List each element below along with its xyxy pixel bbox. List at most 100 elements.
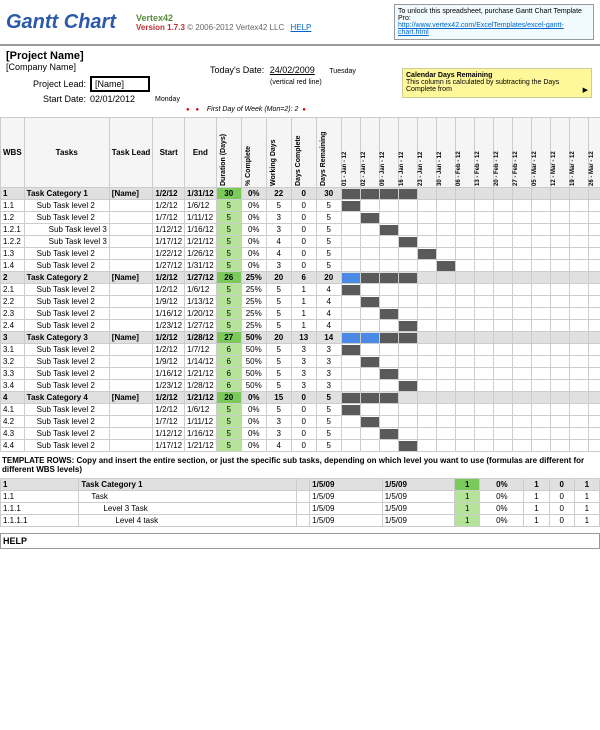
cell-lead — [109, 284, 153, 296]
col-work: Working Days — [266, 118, 291, 188]
gantt-cell — [550, 368, 569, 380]
table-row[interactable]: 1.2.1Sub Task level 31/12/121/16/1250%30… — [1, 224, 600, 236]
cell-done: 1 — [291, 320, 316, 332]
cell-wbs: 3 — [1, 332, 25, 344]
cell-pct: 0% — [241, 440, 266, 452]
gantt-cell — [512, 416, 531, 428]
gantt-cell — [588, 332, 600, 344]
table-row[interactable]: 1.1Sub Task level 21/2/121/6/1250%505 — [1, 200, 600, 212]
gantt-cell — [360, 296, 379, 308]
cell-wbs: 1.1 — [1, 491, 79, 503]
cell-task: Task Category 4 — [24, 392, 109, 404]
cell-remain: 4 — [316, 284, 341, 296]
cell-work: 5 — [266, 284, 291, 296]
table-row[interactable]: 2.2Sub Task level 21/9/121/13/12525%514 — [1, 296, 600, 308]
table-row[interactable]: 3.1Sub Task level 21/2/121/7/12650%533 — [1, 344, 600, 356]
cell-work: 5 — [266, 308, 291, 320]
table-row[interactable]: 3.4Sub Task level 21/23/121/28/12650%533 — [1, 380, 600, 392]
gantt-cell — [455, 404, 474, 416]
cell-dur: 20 — [216, 392, 241, 404]
table-row[interactable]: 3.3Sub Task level 21/16/121/21/12650%533 — [1, 368, 600, 380]
gantt-cell — [569, 416, 588, 428]
cell-task: Sub Task level 2 — [24, 212, 109, 224]
cell-start: 1/16/12 — [153, 368, 185, 380]
gantt-bar — [361, 189, 379, 199]
table-row[interactable]: 4.3Sub Task level 21/12/121/16/1250%305 — [1, 428, 600, 440]
cell-end: 1/7/12 — [185, 344, 217, 356]
redline-note: (vertical red line) — [270, 79, 322, 86]
cell-task: Sub Task level 2 — [24, 260, 109, 272]
gantt-cell — [436, 428, 455, 440]
gantt-cell — [550, 380, 569, 392]
today-label: Today's Date: — [210, 65, 264, 75]
table-row[interactable]: 1Task Category 1[Name]1/2/121/31/12300%2… — [1, 188, 600, 200]
cell-pct: 0% — [241, 416, 266, 428]
cell-lead: [Name] — [109, 272, 153, 284]
start-value[interactable]: 02/01/2012 — [90, 94, 135, 104]
gantt-cell — [379, 260, 398, 272]
cell-lead — [296, 515, 309, 527]
table-row[interactable]: 2.1Sub Task level 21/2/121/6/12525%514 — [1, 284, 600, 296]
table-row[interactable]: 2.3Sub Task level 21/16/121/20/12525%514 — [1, 308, 600, 320]
cell-task: Sub Task level 3 — [24, 224, 109, 236]
cell-work: 15 — [266, 392, 291, 404]
table-row[interactable]: 1.4Sub Task level 21/27/121/31/1250%305 — [1, 260, 600, 272]
table-row[interactable]: 3.2Sub Task level 21/9/121/14/12650%533 — [1, 356, 600, 368]
table-row[interactable]: 1.1Task1/5/091/5/0910%101 — [1, 491, 600, 503]
date-col: 05 - Mar - 12 — [531, 118, 550, 188]
gantt-cell — [531, 200, 550, 212]
gantt-cell — [360, 392, 379, 404]
table-row[interactable]: 2Task Category 2[Name]1/2/121/27/122625%… — [1, 272, 600, 284]
table-row[interactable]: 4.2Sub Task level 21/7/121/11/1250%305 — [1, 416, 600, 428]
cell-work: 5 — [266, 368, 291, 380]
cell-lead — [109, 200, 153, 212]
gantt-cell — [512, 236, 531, 248]
table-row[interactable]: 1Task Category 11/5/091/5/0910%101 — [1, 479, 600, 491]
table-row[interactable]: 4Task Category 4[Name]1/2/121/21/12200%1… — [1, 392, 600, 404]
col-wbs: WBS — [1, 118, 25, 188]
gantt-bar — [380, 225, 398, 235]
cell-dur: 6 — [216, 368, 241, 380]
cell-lead — [296, 503, 309, 515]
gantt-cell — [379, 332, 398, 344]
unlock-text: To unlock this spreadsheet, purchase Gan… — [398, 8, 582, 22]
gantt-cell — [417, 236, 436, 248]
table-row[interactable]: 1.2Sub Task level 21/7/121/11/1250%305 — [1, 212, 600, 224]
gantt-table: WBS Tasks Task Lead Start End Duration (… — [0, 117, 600, 452]
table-row[interactable]: 4.1Sub Task level 21/2/121/6/1250%505 — [1, 404, 600, 416]
lead-value[interactable]: [Name] — [90, 76, 150, 92]
gantt-cell — [436, 284, 455, 296]
cell-wbs: 1.2 — [1, 212, 25, 224]
help-link[interactable]: HELP — [290, 23, 311, 32]
gantt-cell — [417, 188, 436, 200]
gantt-cell — [360, 368, 379, 380]
table-row[interactable]: 1.1.1.1Level 4 task1/5/091/5/0910%101 — [1, 515, 600, 527]
gantt-cell — [474, 188, 493, 200]
gantt-bar — [361, 273, 379, 283]
table-row[interactable]: 3Task Category 3[Name]1/2/121/28/122750%… — [1, 332, 600, 344]
gantt-cell — [569, 332, 588, 344]
start-day: Monday — [155, 96, 180, 103]
gantt-cell — [436, 368, 455, 380]
gantt-cell — [360, 308, 379, 320]
table-row[interactable]: 4.4Sub Task level 21/17/121/21/1250%405 — [1, 440, 600, 452]
table-row[interactable]: 1.2.2Sub Task level 31/17/121/21/1250%40… — [1, 236, 600, 248]
gantt-cell — [455, 332, 474, 344]
cell-start: 1/2/12 — [153, 404, 185, 416]
cell-remain: 1 — [574, 515, 599, 527]
table-row[interactable]: 1.3Sub Task level 21/22/121/26/1250%405 — [1, 248, 600, 260]
cell-dur: 27 — [216, 332, 241, 344]
cell-done: 0 — [291, 188, 316, 200]
gantt-cell — [493, 368, 512, 380]
gantt-cell — [550, 416, 569, 428]
unlock-url[interactable]: http://www.vertex42.com/ExcelTemplates/e… — [398, 22, 564, 36]
date-col: 19 - Mar - 12 — [569, 118, 588, 188]
col-done: Days Complete — [291, 118, 316, 188]
gantt-cell — [531, 416, 550, 428]
gantt-bar — [342, 273, 360, 283]
table-row[interactable]: 2.4Sub Task level 21/23/121/27/12525%514 — [1, 320, 600, 332]
gantt-cell — [550, 272, 569, 284]
gantt-cell — [379, 404, 398, 416]
table-row[interactable]: 1.1.1Level 3 Task1/5/091/5/0910%101 — [1, 503, 600, 515]
help-tab[interactable]: HELP — [0, 533, 600, 549]
